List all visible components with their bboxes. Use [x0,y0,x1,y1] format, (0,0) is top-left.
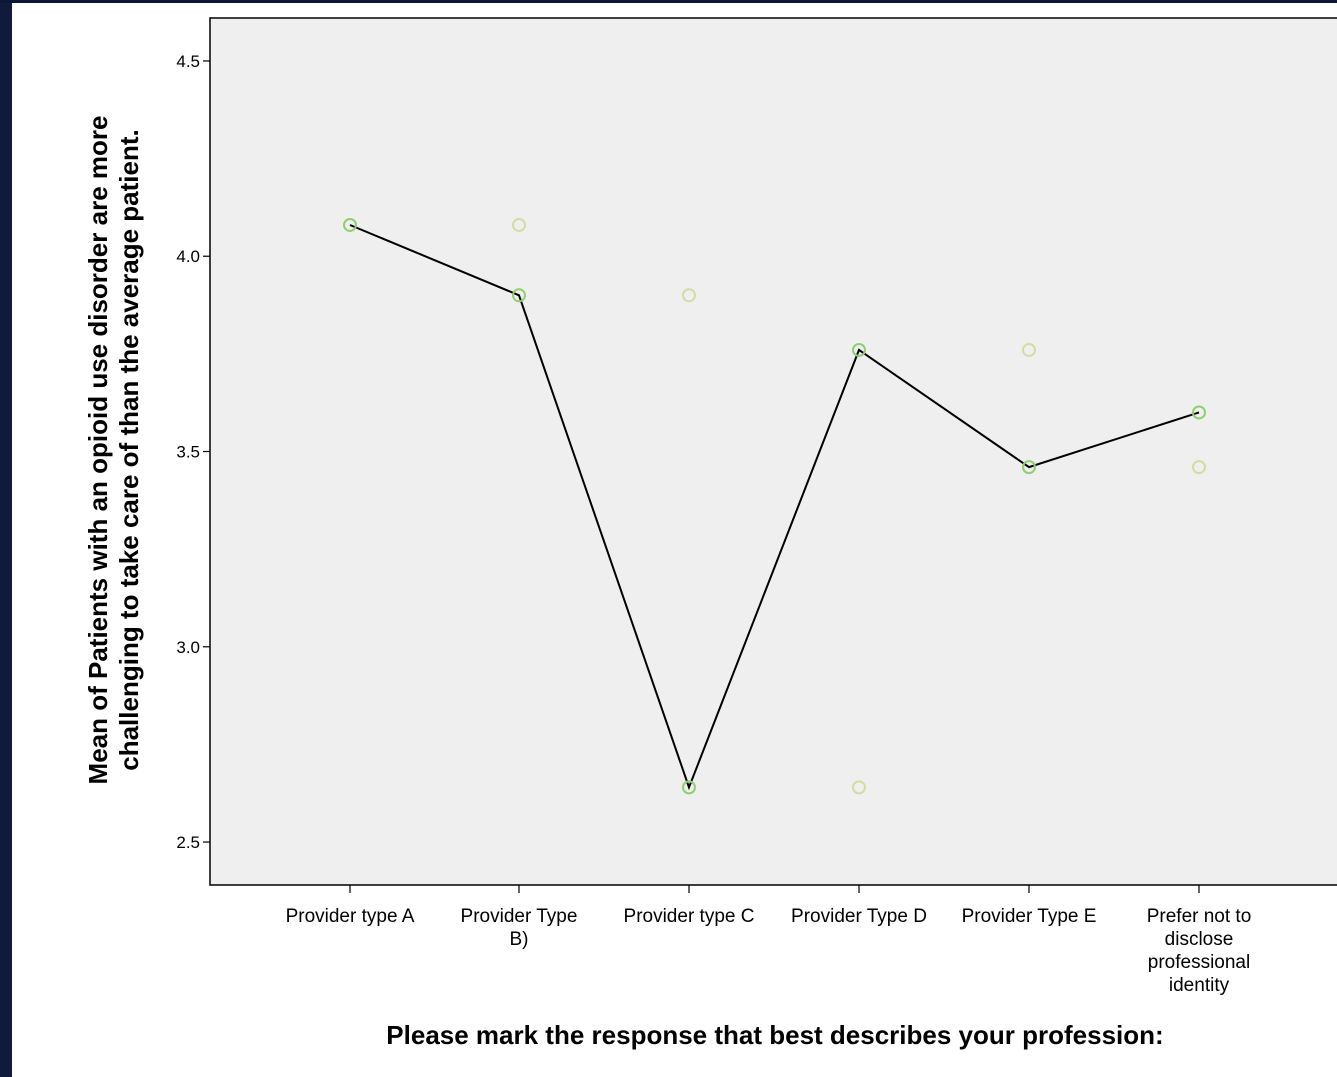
data-point [343,217,357,232]
y-axis-title: challenging to take care of than the ave… [114,129,144,771]
x-tick-label: Provider type C [624,906,755,927]
x-tick-label: B) [510,929,529,950]
secondary-point [682,288,696,303]
x-tick-label: Provider Type [461,906,578,927]
x-tick-label: Prefer not to [1147,906,1252,927]
x-tick-label: identity [1169,975,1230,996]
x-tick-label: professional [1148,952,1250,973]
x-tick-label: Provider Type D [791,906,927,927]
secondary-point [512,217,526,232]
x-tick-label: disclose [1165,929,1234,950]
data-point [1192,405,1206,420]
y-tick-label: 4.0 [176,247,200,266]
y-axis-title: Mean of Patients with an opioid use diso… [83,116,113,785]
x-tick-label: Provider type A [286,906,415,927]
series-line [349,224,1200,791]
y-tick-label: 3.5 [176,443,200,462]
data-point [682,780,696,795]
secondary-point [852,780,866,795]
slide-edge [0,0,1337,3]
x-tick-label: Provider Type E [962,906,1097,927]
data-point [852,342,866,357]
secondary-point [1192,460,1206,475]
x-axis-title: Please mark the response that best descr… [386,1020,1163,1050]
data-point [1022,460,1036,475]
plot-area [209,17,1337,886]
y-tick-label: 3.0 [176,638,200,657]
secondary-point [1022,342,1036,357]
y-tick-label: 2.5 [176,833,200,852]
data-point [512,288,526,303]
y-tick-label: 4.5 [176,52,200,71]
